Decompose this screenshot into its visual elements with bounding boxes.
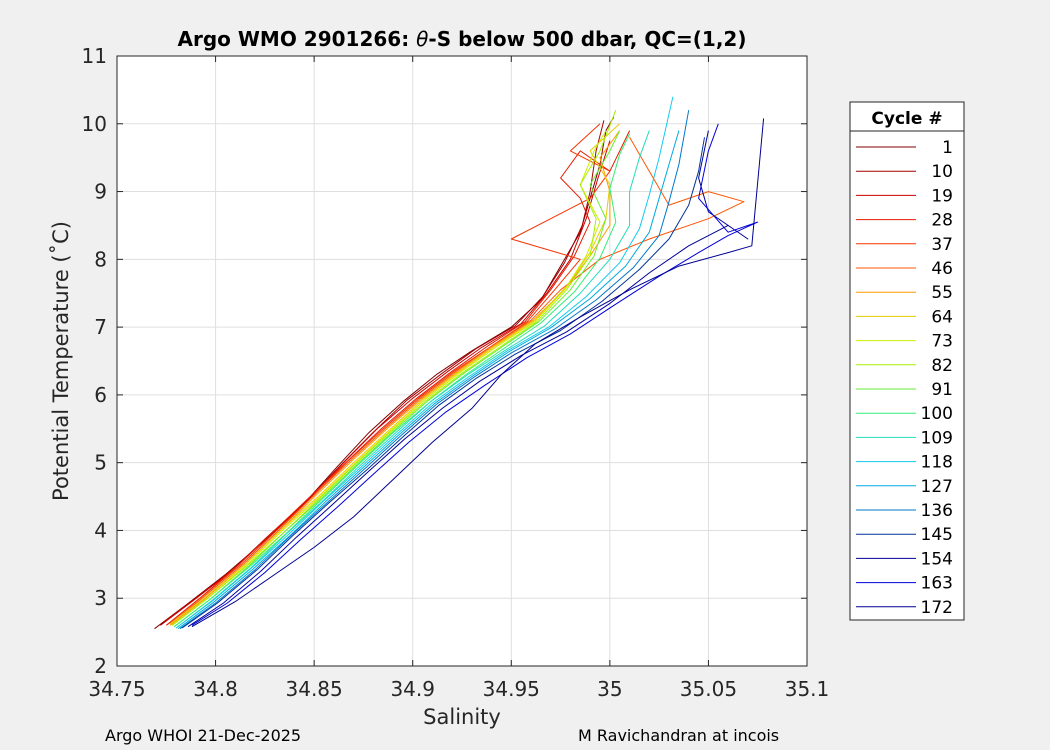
series-line-cycle-127 bbox=[177, 130, 680, 630]
y-tick-label: 3 bbox=[94, 586, 107, 610]
series-line-cycle-28 bbox=[165, 130, 631, 626]
legend-label: 127 bbox=[921, 477, 953, 497]
chart-title-prefix: Argo WMO 2901266: bbox=[178, 27, 417, 51]
y-tick-label: 5 bbox=[94, 451, 107, 475]
legend-label: 172 bbox=[921, 598, 953, 618]
axis-ticks: 34.75 34.8 34.85 34.9 34.95 35 35.05 35.1 2 3 4 5 6 7… bbox=[82, 44, 830, 701]
legend-label: 100 bbox=[921, 404, 953, 424]
legend-label: 109 bbox=[921, 428, 953, 448]
y-tick-label: 9 bbox=[94, 180, 107, 204]
y-tick-label: 11 bbox=[82, 44, 107, 68]
legend-label: 55 bbox=[931, 283, 953, 303]
legend-label: 82 bbox=[931, 356, 953, 376]
y-tick-label: 4 bbox=[94, 518, 107, 542]
series-line-cycle-154 bbox=[187, 130, 749, 628]
y-tick-label: 10 bbox=[82, 112, 107, 136]
series-line-cycle-46 bbox=[169, 137, 745, 625]
x-tick-label: 34.85 bbox=[286, 677, 343, 701]
x-tick-label: 35.1 bbox=[785, 677, 830, 701]
footer-right: M Ravichandran at incois bbox=[578, 726, 780, 745]
legend-label: 91 bbox=[931, 380, 953, 400]
legend-label: 118 bbox=[921, 453, 953, 473]
footer-left: Argo WHOI 21-Dec-2025 bbox=[105, 726, 302, 745]
x-tick-label: 35.05 bbox=[680, 677, 737, 701]
legend: Cycle # 1 10 19 28 37 46 55 64 73 82 91 100 109 118 12… bbox=[849, 101, 965, 621]
legend-label: 73 bbox=[931, 332, 953, 352]
y-tick-label: 6 bbox=[94, 383, 107, 407]
y-tick-label: 7 bbox=[94, 315, 107, 339]
legend-label: 46 bbox=[931, 259, 953, 279]
chart-title-symbol: θ bbox=[416, 27, 428, 51]
x-tick-label: 34.9 bbox=[390, 677, 435, 701]
y-axis-label: Potential Temperature (˚C) bbox=[49, 221, 73, 501]
chart-title: Argo WMO 2901266: θ-S below 500 dbar, QC… bbox=[178, 27, 747, 51]
series-line-cycle-109 bbox=[175, 130, 650, 629]
legend-label: 1 bbox=[942, 138, 953, 158]
legend-title: Cycle # bbox=[871, 109, 942, 129]
series-line-cycle-118 bbox=[175, 96, 674, 629]
y-tick-label: 8 bbox=[94, 247, 107, 271]
legend-label: 154 bbox=[921, 549, 953, 569]
legend-label: 10 bbox=[931, 162, 953, 182]
grid bbox=[117, 56, 807, 666]
legend-box bbox=[849, 101, 965, 621]
series-line-cycle-136 bbox=[179, 110, 690, 630]
chart-title-suffix: -S below 500 dbar, QC=(1,2) bbox=[428, 27, 746, 51]
legend-label: 145 bbox=[921, 525, 953, 545]
legend-label: 64 bbox=[931, 307, 953, 327]
x-tick-label: 34.8 bbox=[193, 677, 238, 701]
series-line-cycle-100 bbox=[173, 133, 631, 628]
legend-label: 28 bbox=[931, 211, 953, 231]
plot-frame bbox=[116, 55, 808, 667]
series-line-cycle-91 bbox=[173, 130, 621, 628]
series-lines bbox=[154, 96, 765, 630]
series-line-cycle-73 bbox=[171, 130, 607, 626]
series-line-cycle-172 bbox=[191, 118, 765, 628]
series-line-cycle-64 bbox=[169, 123, 621, 625]
x-tick-label: 34.95 bbox=[483, 677, 540, 701]
series-line-cycle-145 bbox=[181, 137, 705, 629]
y-tick-label: 2 bbox=[94, 654, 107, 678]
legend-items: 1 10 19 28 37 46 55 64 73 82 91 100 109 118 127 136 145 1… bbox=[856, 138, 953, 618]
x-axis-label: Salinity bbox=[423, 705, 501, 729]
x-tick-label: 35 bbox=[597, 677, 622, 701]
x-tick-label: 34.75 bbox=[88, 677, 145, 701]
legend-label: 37 bbox=[931, 235, 953, 255]
series-line-cycle-163 bbox=[191, 123, 759, 626]
legend-label: 136 bbox=[921, 501, 953, 521]
legend-label: 163 bbox=[921, 574, 953, 594]
legend-label: 19 bbox=[931, 186, 953, 206]
